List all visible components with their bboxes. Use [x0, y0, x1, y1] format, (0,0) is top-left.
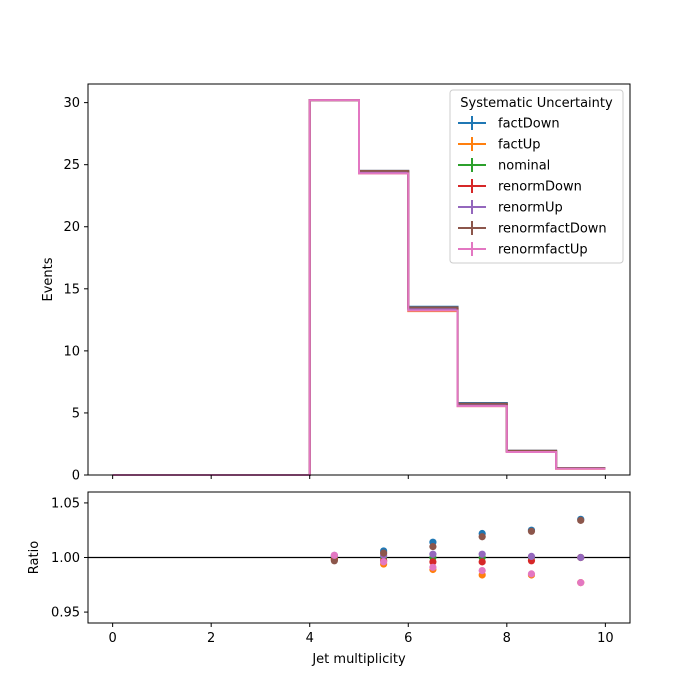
legend-item-renormDown: renormDown: [458, 179, 582, 195]
ratio-point: [478, 567, 486, 575]
ratio-point: [429, 558, 437, 566]
legend-title: Systematic Uncertainty: [460, 96, 613, 111]
ratio-point: [527, 527, 536, 535]
ratio-point: [478, 550, 486, 558]
ratio-point: [429, 542, 437, 551]
legend-frame: [449, 89, 624, 264]
legend-item-renormfactUp: renormfactUp: [458, 242, 588, 258]
ratio-point: [429, 550, 437, 558]
ratio-point: [478, 558, 486, 566]
ratio-series-renormfactDown: [330, 516, 585, 565]
ratio-point: [478, 533, 486, 541]
legend-item-nominal: nominal: [458, 158, 550, 174]
main-axes-frame: [87, 83, 631, 476]
main-y-tick-label: 30: [63, 96, 80, 111]
main-y-tick-label: 10: [63, 344, 80, 359]
ratio-point: [577, 516, 585, 524]
ratio-point: [577, 579, 585, 587]
ratio-point: [429, 563, 437, 571]
ratio-x-tick-label: 6: [404, 631, 412, 646]
ratio-y-tick-label: 1.00: [51, 551, 80, 566]
main-y-axis-label: Events: [41, 257, 56, 301]
ratio-point: [330, 551, 338, 559]
main-y-tick-label: 20: [63, 220, 80, 235]
main-y-tick-label: 25: [63, 158, 80, 173]
legend-label: renormfactUp: [498, 243, 588, 258]
legend-label: renormUp: [498, 201, 563, 216]
ratio-y-tick-label: 1.05: [51, 496, 80, 511]
ratio-x-tick-label: 0: [108, 631, 116, 646]
ratio-point: [330, 557, 338, 565]
main-y-tick-label: 0: [72, 469, 80, 484]
main-y-axis: 0 5 10 15 20 25 30: [63, 96, 88, 484]
main-x-axis: [112, 475, 606, 479]
legend-item-renormfactDown: renormfactDown: [458, 221, 607, 237]
ratio-x-tick-label: 8: [503, 631, 511, 646]
legend-label: renormfactDown: [498, 222, 607, 237]
ratio-point: [577, 553, 585, 562]
main-panel: 0 5 10 15 20 25 30 Events Systematic Uncertain…: [41, 83, 631, 484]
ratio-y-tick-label: 0.95: [51, 606, 80, 621]
ratio-point: [527, 570, 536, 578]
ratio-x-axis: 0 2 4 6 8 10: [108, 623, 614, 646]
x-axis-label: Jet multiplicity: [311, 652, 406, 667]
main-y-tick-label: 15: [63, 282, 80, 297]
legend-label: factUp: [498, 138, 541, 153]
ratio-x-tick-label: 4: [306, 631, 314, 646]
ratio-x-tick-label: 10: [597, 631, 614, 646]
legend-item-factUp: factUp: [458, 137, 541, 153]
main-y-tick-label: 5: [72, 406, 80, 421]
legend-item-renormUp: renormUp: [458, 200, 563, 216]
ratio-point: [380, 549, 388, 557]
ratio-plot-area: [88, 515, 630, 587]
ratio-point: [527, 552, 536, 561]
ratio-series-renormfactUp: [330, 551, 585, 587]
legend-label: renormDown: [498, 180, 582, 195]
legend-item-factDown: factDown: [458, 116, 560, 132]
ratio-point: [380, 558, 388, 566]
legend: Systematic Uncertainty factDown factUp nom…: [449, 89, 624, 264]
ratio-x-tick-label: 2: [207, 631, 215, 646]
ratio-y-axis: 0.95 1.00 1.05: [51, 496, 88, 621]
legend-label: factDown: [498, 117, 560, 132]
legend-entries: factDown factUp nominal renormDown renormUp r…: [458, 116, 607, 258]
ratio-panel: 0.95 1.00 1.05 0 2 4 6 8 10 Ratio Jet multiplic…: [27, 491, 631, 667]
legend-label: nominal: [498, 159, 550, 174]
ratio-y-axis-label: Ratio: [27, 541, 42, 574]
